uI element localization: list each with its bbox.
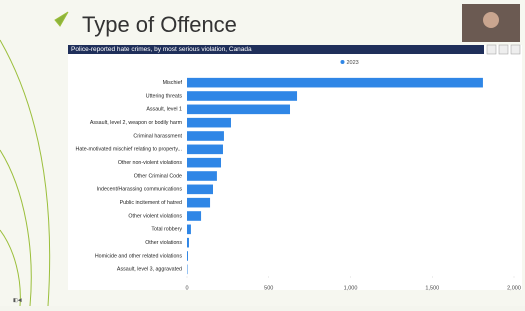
bar [187,238,189,248]
bar [187,145,223,155]
y-tick-label: Public incitement of hatred [120,200,182,206]
y-tick-label: Hate-motivated mischief relating to prop… [76,147,182,153]
legend-marker [341,60,345,64]
slide-title: Type of Offence [82,12,237,37]
y-tick-label: Other Criminal Code [134,173,182,179]
y-tick-label: Mischief [163,80,183,86]
y-tick-label: Other violations [145,240,182,246]
bar [187,171,217,181]
toolbar-button[interactable] [511,45,520,54]
y-tick-label: Assault, level 1 [146,107,182,113]
legend-label: 2023 [347,60,359,66]
chart-title: Police-reported hate crimes, by most ser… [71,46,252,53]
y-tick-label: Homicide and other related violations [95,253,183,259]
x-tick-label: 1,500 [425,285,439,291]
x-tick-label: 1,000 [344,285,358,291]
caption-icon[interactable]: ◧◀ [13,297,22,303]
y-tick-label: Assault, level 2, weapon or bodily harm [90,120,183,126]
toolbar-button[interactable] [487,45,496,54]
x-tick-label: 2,000 [507,285,521,291]
y-tick-label: Indecent/Harassing communications [97,187,183,193]
x-tick-label: 500 [264,285,273,291]
bar [187,251,188,261]
bar [187,225,191,235]
toolbar-button[interactable] [499,45,508,54]
bar [187,131,224,141]
y-tick-label: Other non-violent violations [118,160,183,166]
bar [187,211,201,221]
slide: Type of Offence Police-reported hate cri… [0,0,525,306]
bar [187,105,290,115]
bar [187,158,221,168]
bar [187,198,210,208]
y-tick-label: Other violent violations [128,213,182,219]
y-tick-label: Criminal harassment [133,133,182,139]
bar [187,185,213,195]
x-tick-label: 0 [185,285,188,291]
bar [187,91,297,101]
page: {"slide": {"title": "Type of Offence"}, … [0,0,525,306]
y-tick-label: Total robbery [151,227,182,233]
y-tick-label: Assault, level 3, aggravated [117,267,182,273]
webcam-person [483,12,499,28]
bar [187,118,231,128]
y-tick-label: Uttering threats [146,93,183,99]
bar [187,78,483,88]
